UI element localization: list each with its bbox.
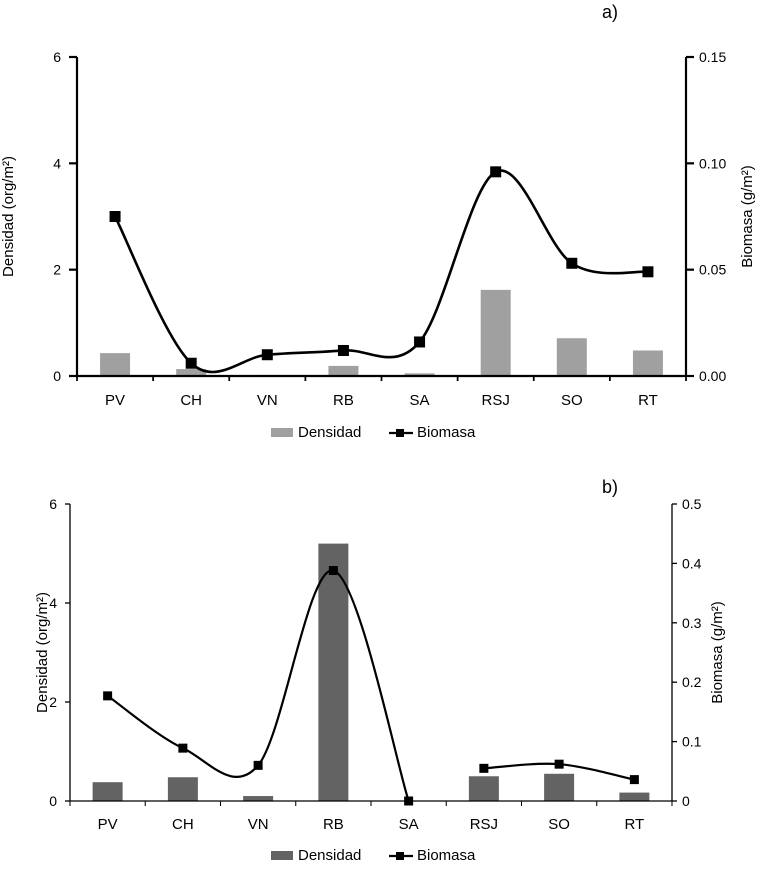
p1-bar-densidad-rsj bbox=[480, 289, 511, 376]
p1-legend-marker-biomasa bbox=[396, 429, 404, 437]
p1-left-tick-label: 4 bbox=[53, 155, 61, 171]
p1-marker-biomasa-rb bbox=[337, 344, 349, 356]
p2-bar-densidad-ch bbox=[167, 777, 198, 801]
p2-marker-biomasa-sa bbox=[404, 796, 414, 806]
p2-category-label: CH bbox=[172, 816, 194, 833]
p2-category-label: PV bbox=[98, 816, 118, 833]
p2-right-tick-label: 0.3 bbox=[682, 615, 702, 631]
p2-category-label: SO bbox=[548, 816, 570, 833]
p1-marker-biomasa-vn bbox=[261, 349, 273, 361]
p1-marker-biomasa-rt bbox=[642, 266, 654, 278]
p1-bar-densidad-rb bbox=[328, 365, 359, 376]
p2-marker-biomasa-rb bbox=[328, 566, 338, 576]
p1-bar-densidad-so bbox=[556, 338, 587, 376]
p2-legend-marker-biomasa bbox=[396, 852, 404, 860]
p2-marker-biomasa-so bbox=[554, 759, 564, 769]
p2-marker-biomasa-pv bbox=[103, 691, 113, 701]
p2-y-axis-title-left: Densidad (org/m²) bbox=[34, 592, 51, 713]
p2-bar-densidad-so bbox=[544, 773, 575, 801]
p1-category-label: RSJ bbox=[482, 392, 510, 409]
p1-y-axis-title-right: Biomasa (g/m²) bbox=[739, 165, 756, 268]
p1-right-tick-label: 0.00 bbox=[699, 368, 726, 384]
p1-category-label: VN bbox=[257, 392, 278, 409]
p1-category-label: RT bbox=[638, 392, 658, 409]
p2-marker-biomasa-rt bbox=[629, 775, 639, 785]
p2-bar-densidad-rt bbox=[619, 792, 650, 801]
p2-left-tick-label: 2 bbox=[49, 694, 57, 710]
p2-bar-densidad-rsj bbox=[468, 776, 499, 801]
p1-category-label: SA bbox=[410, 392, 430, 409]
p2-marker-biomasa-ch bbox=[178, 743, 188, 753]
p2-left-tick-label: 4 bbox=[49, 595, 57, 611]
p1-bar-densidad-sa bbox=[404, 373, 435, 376]
p2-category-label: RSJ bbox=[470, 816, 498, 833]
p2-category-label: SA bbox=[399, 816, 419, 833]
p2-panel-label: b) bbox=[602, 477, 618, 497]
p1-panel-label: a) bbox=[602, 2, 618, 22]
p1-bar-densidad-pv bbox=[100, 353, 131, 376]
p1-left-tick-label: 0 bbox=[53, 368, 61, 384]
p2-bar-densidad-rb bbox=[318, 543, 349, 801]
p1-legend-label-biomasa: Biomasa bbox=[417, 424, 476, 441]
p1-category-label: CH bbox=[180, 392, 202, 409]
p2-right-tick-label: 0.5 bbox=[682, 496, 702, 512]
p2-marker-biomasa-rsj bbox=[479, 763, 489, 773]
p1-marker-biomasa-ch bbox=[185, 357, 197, 369]
p1-left-tick-label: 6 bbox=[53, 49, 61, 65]
p2-marker-biomasa-vn bbox=[253, 760, 263, 770]
p2-legend-label-biomasa: Biomasa bbox=[417, 847, 476, 864]
p1-right-tick-label: 0.05 bbox=[699, 262, 726, 278]
p2-legend-swatch-densidad bbox=[271, 851, 293, 860]
p2-bar-densidad-vn bbox=[243, 796, 274, 801]
p2-right-tick-label: 0.4 bbox=[682, 555, 702, 571]
p2-right-tick-label: 0.1 bbox=[682, 734, 702, 750]
p2-category-label: RB bbox=[323, 816, 344, 833]
p2-left-tick-label: 6 bbox=[49, 496, 57, 512]
p1-legend-label-densidad: Densidad bbox=[298, 424, 361, 441]
p2-category-label: VN bbox=[248, 816, 269, 833]
p2-line-biomasa-1 bbox=[106, 569, 410, 802]
p1-left-tick-label: 2 bbox=[53, 262, 61, 278]
p1-marker-biomasa-so bbox=[566, 257, 578, 269]
p2-left-tick-label: 0 bbox=[49, 793, 57, 809]
p2-right-tick-label: 0 bbox=[682, 793, 690, 809]
p1-legend-swatch-densidad bbox=[271, 428, 293, 437]
p1-right-tick-label: 0.15 bbox=[699, 49, 726, 65]
p1-category-label: SO bbox=[561, 392, 583, 409]
p2-category-label: RT bbox=[625, 816, 645, 833]
p2-bar-densidad-pv bbox=[92, 782, 123, 801]
p1-right-tick-label: 0.10 bbox=[699, 155, 726, 171]
p1-y-axis-title-left: Densidad (org/m²) bbox=[0, 156, 17, 277]
p1-marker-biomasa-pv bbox=[109, 211, 121, 222]
p1-category-label: PV bbox=[105, 392, 125, 409]
p1-bar-densidad-rt bbox=[632, 350, 663, 376]
p1-marker-biomasa-rsj bbox=[490, 166, 502, 178]
p2-y-axis-title-right: Biomasa (g/m²) bbox=[709, 601, 726, 704]
p2-right-tick-label: 0.2 bbox=[682, 674, 702, 690]
p1-category-label: RB bbox=[333, 392, 354, 409]
p2-legend-label-densidad: Densidad bbox=[298, 847, 361, 864]
p1-marker-biomasa-sa bbox=[414, 336, 426, 348]
p1-bar-densidad-ch bbox=[176, 369, 207, 376]
